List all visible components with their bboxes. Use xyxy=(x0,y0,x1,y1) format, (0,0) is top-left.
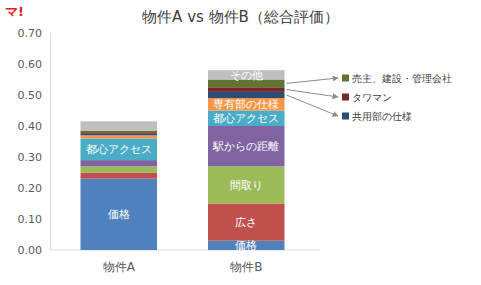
y-tick: 0.60 xyxy=(18,58,51,71)
y-tick: 0.50 xyxy=(18,89,51,102)
bar-segment xyxy=(81,160,158,166)
y-tick: 0.30 xyxy=(18,151,51,164)
segment-label: 駅からの距離 xyxy=(212,140,279,153)
segment-label: 価格 xyxy=(235,239,257,252)
bar-segment xyxy=(208,204,285,241)
y-tick-label: 0.20 xyxy=(18,182,43,195)
bar-segment xyxy=(208,92,285,98)
legend-label: タワマン xyxy=(352,92,392,103)
legend-label: 売主、建設・管理会社 xyxy=(352,73,452,84)
segment-label: 専有部の仕様 xyxy=(213,98,279,111)
bar-segment xyxy=(208,98,285,110)
y-tick-label: 0.00 xyxy=(18,244,43,257)
y-tick-label: 0.50 xyxy=(18,89,43,102)
legend-swatch xyxy=(342,113,349,120)
segment-labels: 価格価格広さ間取り駅からの距離都心アクセス都心アクセス専有部の仕様その他 xyxy=(86,69,280,253)
y-tick-label: 0.30 xyxy=(18,151,43,164)
legend-arrow xyxy=(287,95,339,116)
bar-segment xyxy=(81,179,158,250)
bar-segment xyxy=(81,131,158,133)
legend-arrow xyxy=(287,78,339,83)
x-tick: 物件A xyxy=(103,250,136,274)
y-tick: 0.20 xyxy=(18,182,51,195)
legend: 売主、建設・管理会社タワマン共用部の仕様 xyxy=(287,73,453,122)
bar-segment xyxy=(81,134,158,136)
bar-segment xyxy=(208,126,285,166)
segment-label: その他 xyxy=(230,69,263,82)
legend-arrow xyxy=(287,90,339,97)
bar-segment xyxy=(81,121,158,130)
y-tick-label: 0.10 xyxy=(18,213,43,226)
legend-label: 共用部の仕様 xyxy=(352,111,412,122)
y-tick-label: 0.70 xyxy=(18,27,43,40)
segment-label: 都心アクセス xyxy=(213,112,279,125)
bar-segment xyxy=(81,173,158,179)
y-tick: 0.40 xyxy=(18,120,51,133)
y-axis-line xyxy=(50,34,51,251)
bar-segment xyxy=(81,132,158,134)
segment-label: 都心アクセス xyxy=(86,143,152,156)
x-tick: 物件B xyxy=(230,250,262,274)
bar-segment xyxy=(81,138,158,160)
x-axis: 物件A 物件B xyxy=(50,250,320,274)
chart: 物件A vs 物件B（総合評価）マ!0.000.100.200.300.400.… xyxy=(0,0,481,285)
x-tick-label: 物件B xyxy=(230,260,262,274)
bar-segment xyxy=(208,111,285,127)
legend-swatch xyxy=(342,94,349,101)
segment-label: 間取り xyxy=(230,179,263,192)
y-axis: 0.00 0.10 0.20 0.30 0.40 0.50 0.60 0.70 xyxy=(18,27,51,257)
bar-segment xyxy=(81,166,158,172)
segment-label: 広さ xyxy=(235,216,257,229)
bar-segment xyxy=(208,166,285,203)
x-tick-label: 物件A xyxy=(103,260,136,274)
y-tick-label: 0.40 xyxy=(18,120,43,133)
y-tick: 0.70 xyxy=(18,27,51,40)
bar-segment xyxy=(81,135,158,138)
y-tick-label: 0.60 xyxy=(18,58,43,71)
legend-swatch xyxy=(342,75,349,82)
title: 物件A vs 物件B（総合評価） xyxy=(142,8,339,26)
bar-segment xyxy=(208,87,285,92)
logo: マ! xyxy=(5,4,24,19)
bars xyxy=(81,70,285,250)
y-tick: 0.00 xyxy=(18,244,51,257)
segment-label: 価格 xyxy=(108,208,130,221)
y-tick: 0.10 xyxy=(18,213,51,226)
